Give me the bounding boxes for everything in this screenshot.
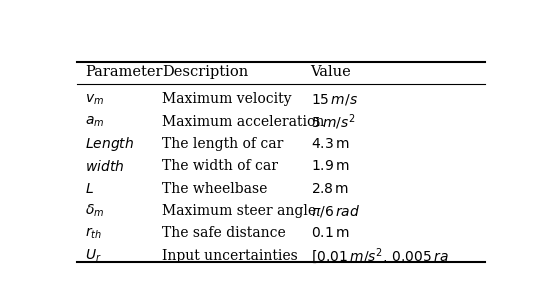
Text: $5\,m/s^2$: $5\,m/s^2$ xyxy=(311,112,355,132)
Text: Parameter: Parameter xyxy=(85,65,163,79)
Text: $U_r$: $U_r$ xyxy=(85,248,102,264)
Text: $r_{th}$: $r_{th}$ xyxy=(85,226,102,241)
Text: Description: Description xyxy=(162,65,248,79)
Text: Maximum steer angle: Maximum steer angle xyxy=(162,204,316,218)
Text: Input uncertainties: Input uncertainties xyxy=(162,249,298,263)
Text: Maximum velocity: Maximum velocity xyxy=(162,92,292,107)
Text: $a_m$: $a_m$ xyxy=(85,115,105,129)
Text: $v_m$: $v_m$ xyxy=(85,92,105,107)
Text: $\pi/6\,\mathit{rad}$: $\pi/6\,\mathit{rad}$ xyxy=(311,203,360,219)
Text: The length of car: The length of car xyxy=(162,137,283,151)
Text: $15\,m/s$: $15\,m/s$ xyxy=(311,92,358,107)
Text: $1.9\,\mathrm{m}$: $1.9\,\mathrm{m}$ xyxy=(311,159,349,173)
Text: $[0.01\,m/s^2,\,0.005\,ra$: $[0.01\,m/s^2,\,0.005\,ra$ xyxy=(311,246,448,266)
Text: $\mathit{Length}$: $\mathit{Length}$ xyxy=(85,135,135,153)
Text: The wheelbase: The wheelbase xyxy=(162,182,267,196)
Text: $4.3\,\mathrm{m}$: $4.3\,\mathrm{m}$ xyxy=(311,137,349,151)
Text: $L$: $L$ xyxy=(85,182,94,196)
Text: Maximum acceleration: Maximum acceleration xyxy=(162,115,324,129)
Text: Value: Value xyxy=(311,65,351,79)
Text: The safe distance: The safe distance xyxy=(162,226,286,240)
Text: $2.8\,\mathrm{m}$: $2.8\,\mathrm{m}$ xyxy=(311,182,349,196)
Text: $\delta_m$: $\delta_m$ xyxy=(85,203,105,219)
Text: $\mathit{width}$: $\mathit{width}$ xyxy=(85,159,125,174)
Text: The width of car: The width of car xyxy=(162,159,278,173)
Text: $0.1\,\mathrm{m}$: $0.1\,\mathrm{m}$ xyxy=(311,226,349,240)
